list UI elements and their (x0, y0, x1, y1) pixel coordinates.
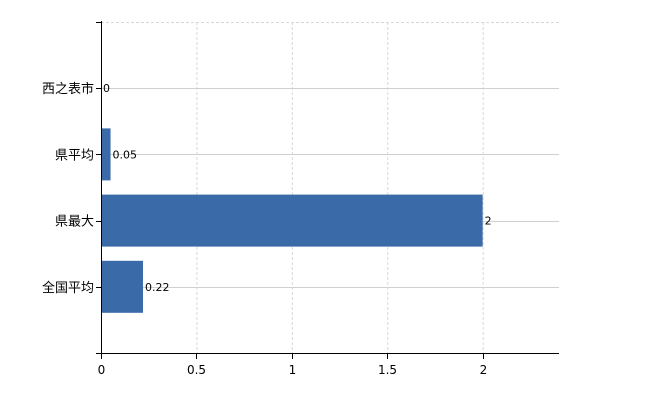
category-label: 県最大 (55, 215, 94, 230)
bar (101, 128, 111, 181)
data-label: 0.22 (145, 281, 170, 294)
category-label: 全国平均 (42, 280, 94, 296)
x-tick-label: 0 (98, 363, 106, 377)
data-label: 0 (103, 82, 110, 95)
data-label: 0.05 (113, 148, 137, 161)
x-tick-label: 2 (480, 363, 488, 377)
x-tick-label: 0.5 (187, 363, 206, 377)
category-label: 県平均 (55, 148, 94, 163)
category-label: 西之表市 (42, 81, 94, 97)
bar (101, 260, 143, 313)
bar (101, 194, 483, 247)
data-label: 2 (485, 215, 492, 228)
x-tick-label: 1.5 (378, 363, 397, 377)
x-tick-label: 1 (289, 363, 297, 377)
